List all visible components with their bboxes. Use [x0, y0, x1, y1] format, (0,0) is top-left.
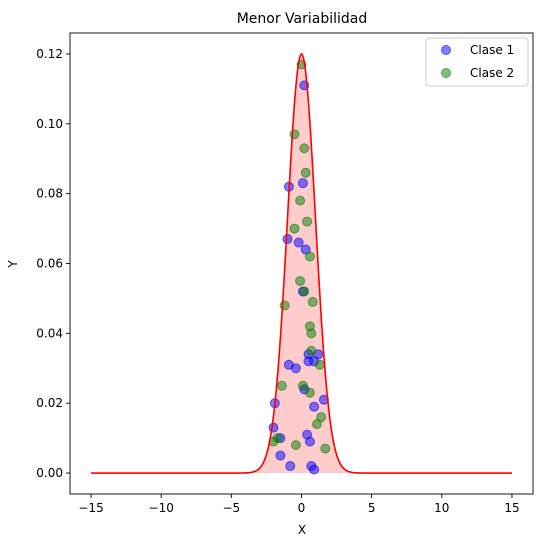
legend-label-series-2: Clase 2 — [470, 66, 514, 80]
scatter-point-series-1 — [285, 461, 296, 472]
scatter-point-series-1 — [282, 234, 293, 245]
scatter-point-series-2 — [306, 345, 317, 356]
scatter-point-series-2 — [299, 286, 310, 297]
y-tick-label: 0.12 — [36, 47, 63, 61]
x-tick-label: −15 — [78, 501, 103, 515]
legend-label-series-1: Clase 1 — [470, 43, 514, 57]
y-tick-label: 0.10 — [36, 117, 63, 131]
scatter-point-series-2 — [300, 167, 311, 178]
x-tick-label: 15 — [504, 501, 519, 515]
y-tick-label: 0.04 — [36, 326, 63, 340]
scatter-point-series-2 — [311, 419, 322, 430]
y-tick-label: 0.00 — [36, 466, 63, 480]
y-tick-label: 0.08 — [36, 187, 63, 201]
scatter-point-series-1 — [309, 464, 320, 475]
scatter-point-series-1 — [304, 436, 315, 447]
x-tick-label: 10 — [434, 501, 449, 515]
axes: −15 −10 −5 0 5 10 15 0.00 0.02 0.04 0.06 0.08 0.10 0.… — [36, 32, 534, 515]
x-tick-label: 0 — [298, 501, 306, 515]
scatter-point-series-2 — [297, 380, 308, 391]
x-tick-label: 5 — [368, 501, 376, 515]
scatter-point-series-2 — [306, 328, 317, 339]
legend-box — [425, 37, 529, 87]
scatter-point-series-2 — [299, 143, 310, 154]
plot-area — [91, 52, 512, 475]
curve-fill — [91, 53, 512, 474]
scatter-point-series-2 — [307, 296, 318, 307]
scatter-point-series-2 — [320, 443, 331, 454]
y-tick-label: 0.06 — [36, 257, 63, 271]
scatter-point-series-1 — [290, 363, 301, 374]
scatter-point-series-2 — [289, 129, 300, 140]
scatter-point-series-2 — [304, 387, 315, 398]
scatter-point-series-2 — [290, 440, 301, 451]
scatter-point-series-2 — [289, 223, 300, 234]
legend-marker-series-1 — [441, 45, 451, 55]
chart-title: Menor Variabilidad — [237, 11, 368, 27]
x-axis-title: X — [298, 523, 306, 537]
scatter-point-series-1 — [297, 178, 308, 189]
x-tick-label: −5 — [222, 501, 240, 515]
curve-line — [91, 52, 512, 474]
scatter-point-series-2 — [276, 380, 287, 391]
y-tick-label: 0.02 — [36, 396, 63, 410]
y-axis-title: Y — [6, 260, 20, 269]
scatter-point-series-1 — [293, 237, 304, 248]
scatter-point-series-1 — [309, 401, 320, 412]
legend: Clase 1 Clase 2 — [425, 37, 529, 87]
scatter-point-series-1 — [275, 450, 286, 461]
scatter-point-series-1 — [268, 422, 279, 433]
scatter-point-series-2 — [304, 251, 315, 262]
scatter-point-series-2 — [314, 359, 325, 370]
scatter-point-series-2 — [295, 275, 306, 286]
x-tick-label: −10 — [149, 501, 174, 515]
legend-marker-series-2 — [441, 68, 451, 78]
scatter-point-series-2 — [295, 195, 306, 206]
scatter-point-series-2 — [302, 216, 313, 227]
